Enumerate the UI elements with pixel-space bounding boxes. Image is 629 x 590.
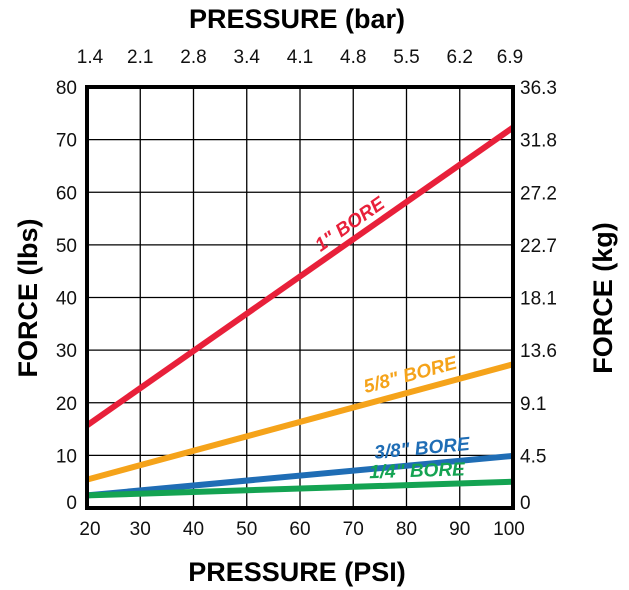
y-right-tick-label: 31.8 [520,131,557,152]
y-right-tick-label: 18.1 [520,289,557,310]
x-top-tick-label: 4.8 [340,47,366,68]
series-line-1 [86,361,514,483]
y-right-tick-label: 27.2 [520,183,557,204]
y-left-tick-label: 10 [56,446,77,467]
x-tick-label: 30 [130,519,151,540]
y-left-tick-label: 60 [56,183,77,204]
left-axis-title: FORCE (lbs) [13,219,43,378]
top-axis-title: PRESSURE (bar) [189,4,405,34]
y-right-tick-label: 36.3 [520,78,557,99]
x-top-tick-label: 6.2 [447,47,473,68]
y-left-tick-label: 70 [56,131,77,152]
x-top-tick-label: 2.8 [180,47,206,68]
series-label-3: 1/4" BORE [369,459,467,483]
y-left-tick-label: 0 [66,493,77,514]
x-tick-label: 90 [449,519,470,540]
series-line-3 [86,478,514,499]
x-top-tick-label: 4.1 [287,47,313,68]
x-tick-label: 20 [79,519,100,540]
y-right-tick-label: 13.6 [520,341,557,362]
y-right-tick-label: 22.7 [520,236,557,257]
x-tick-label: 100 [493,519,525,540]
x-axis-title: PRESSURE (PSI) [188,557,406,587]
x-tick-label: 80 [396,519,417,540]
plot-frame [85,85,515,510]
y-right-tick-label: 9.1 [520,394,546,415]
x-top-tick-label: 1.4 [77,47,104,68]
x-tick-label: 50 [236,519,257,540]
right-axis-title: FORCE (kg) [588,222,618,374]
y-right-tick-label: 4.5 [520,446,546,467]
y-left-tick-label: 30 [56,341,77,362]
y-left-tick-label: 40 [56,289,77,310]
x-top-tick-label: 3.4 [234,47,261,68]
series-line-2 [86,452,514,499]
x-tick-label: 40 [183,519,204,540]
series-line-0 [85,125,515,428]
x-top-tick-label: 6.9 [497,47,523,68]
y-left-tick-label: 20 [56,394,77,415]
y-right-tick-label: 0 [520,493,531,514]
x-tick-label: 70 [343,519,364,540]
y-left-tick-label: 80 [56,78,77,99]
series-lines [85,125,515,499]
x-top-tick-label: 2.1 [127,47,153,68]
y-left-tick-label: 50 [56,236,77,257]
x-top-tick-label: 5.5 [393,47,419,68]
grid [87,87,513,508]
x-tick-label: 60 [289,519,310,540]
